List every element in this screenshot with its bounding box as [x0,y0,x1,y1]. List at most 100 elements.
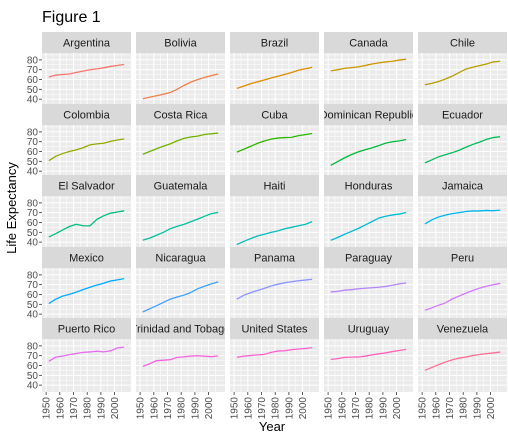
x-tick-label: 1970 [163,397,174,420]
facet-strip-label: Paraguay [345,253,393,265]
y-tick-label: 60 [27,361,39,372]
series-line [236,278,313,300]
facet-panel: Canada [324,32,413,106]
series-line [236,66,313,90]
x-tick-label: 1950 [324,397,335,420]
series-line [48,63,125,78]
facet-strip [42,247,131,268]
facet-strip [324,247,413,268]
y-tick-label: 80 [27,270,39,281]
series-line [424,209,501,225]
y-tick-label: 70 [27,137,39,148]
series-line [330,211,407,241]
y-tick-label: 50 [27,85,39,96]
facet-strip-label: Guatemala [154,181,209,193]
x-tick-label: 2000 [298,397,309,420]
x-tick-label: 1970 [351,397,362,420]
x-tick-label: 1960 [149,397,160,420]
y-tick-label: 50 [27,157,39,168]
facet-panel: Panama [230,247,319,321]
facet-strip-label: Mexico [69,253,104,265]
facet-strip [418,318,507,339]
facet-panel: Nicaragua [136,247,225,321]
x-axis-label: Year [259,419,286,434]
series-line [424,60,501,86]
x-tick-label: 1980 [459,397,470,420]
facet-strip [136,175,225,196]
x-tick-label: 1950 [230,397,241,420]
x-tick-label: 1960 [337,397,348,420]
x-tick-label: 2000 [204,397,215,420]
facet-panel: Jamaica [418,175,507,249]
facet-panel: Uruguay [324,318,413,392]
x-tick-label: 1980 [271,397,282,420]
series-line [48,277,125,305]
facet-strip [324,318,413,339]
series-line [236,132,313,153]
series-line [142,73,219,100]
facet-strip [418,247,507,268]
figure-title: Figure 1 [42,9,101,26]
facet-strip-label: Brazil [261,38,289,50]
facet-strip-label: Peru [451,253,474,265]
facet-strip-label: Dominican Republic [320,110,418,122]
x-tick-label: 1970 [69,397,80,420]
facet-strip [42,175,131,196]
y-tick-label: 50 [27,371,39,382]
x-tick-label: 1950 [136,397,147,420]
facet-strip-label: Cuba [261,110,288,122]
facet-strip [136,32,225,53]
facet-strip-label: Chile [450,38,475,50]
series-line [236,221,313,246]
facet-strip [42,318,131,339]
facet-strip [230,175,319,196]
facet-panel: Bolivia [136,32,225,106]
facet-strip-label: Ecuador [442,110,483,122]
facet-panel: Dominican Republic [320,104,418,178]
series-line [142,281,219,313]
facet-panel: Haiti [230,175,319,249]
x-tick-label: 1990 [378,397,389,420]
facet-panel: Cuba [230,104,319,178]
facet-panel: Peru [418,247,507,321]
series-line [48,210,125,238]
x-axis: 1950 1960 1970 1980 1990 2000 1950 1960 1970 1980… [42,392,497,419]
facet-strip [418,175,507,196]
series-line [142,355,219,367]
facet-strip-label: Puerto Rico [58,324,115,336]
facet-panel: Ecuador [418,104,507,178]
facet-strip [136,247,225,268]
facet-strip [230,247,319,268]
facet-strip-label: Venezuela [437,324,489,336]
x-tick-label: 1980 [365,397,376,420]
facet-strip-label: Argentina [63,38,111,50]
y-tick-label: 40 [27,381,39,392]
series-line [424,282,501,311]
facet-strip [324,175,413,196]
facet-strip-label: El Salvador [58,181,115,193]
facet-strip-label: Trinidad and Tobago [131,324,231,336]
facet-strip [230,32,319,53]
y-tick-label: 60 [27,218,39,229]
facet-strip-label: Honduras [345,181,393,193]
facet-strip [418,32,507,53]
facet-panel: Venezuela [418,318,507,392]
x-tick-label: 2000 [110,397,121,420]
facet-strip-label: Panama [254,253,296,265]
y-tick-label: 70 [27,351,39,362]
facet-strip [324,104,413,125]
series-line [330,282,407,293]
y-tick-label: 60 [27,147,39,158]
x-tick-label: 2000 [486,397,497,420]
facet-strip-label: Colombia [63,110,110,122]
facet-strip [136,318,225,339]
x-tick-label: 1970 [257,397,268,420]
facet-strip [42,104,131,125]
facet-strip [230,318,319,339]
y-tick-label: 70 [27,208,39,219]
y-tick-label: 80 [27,198,39,209]
